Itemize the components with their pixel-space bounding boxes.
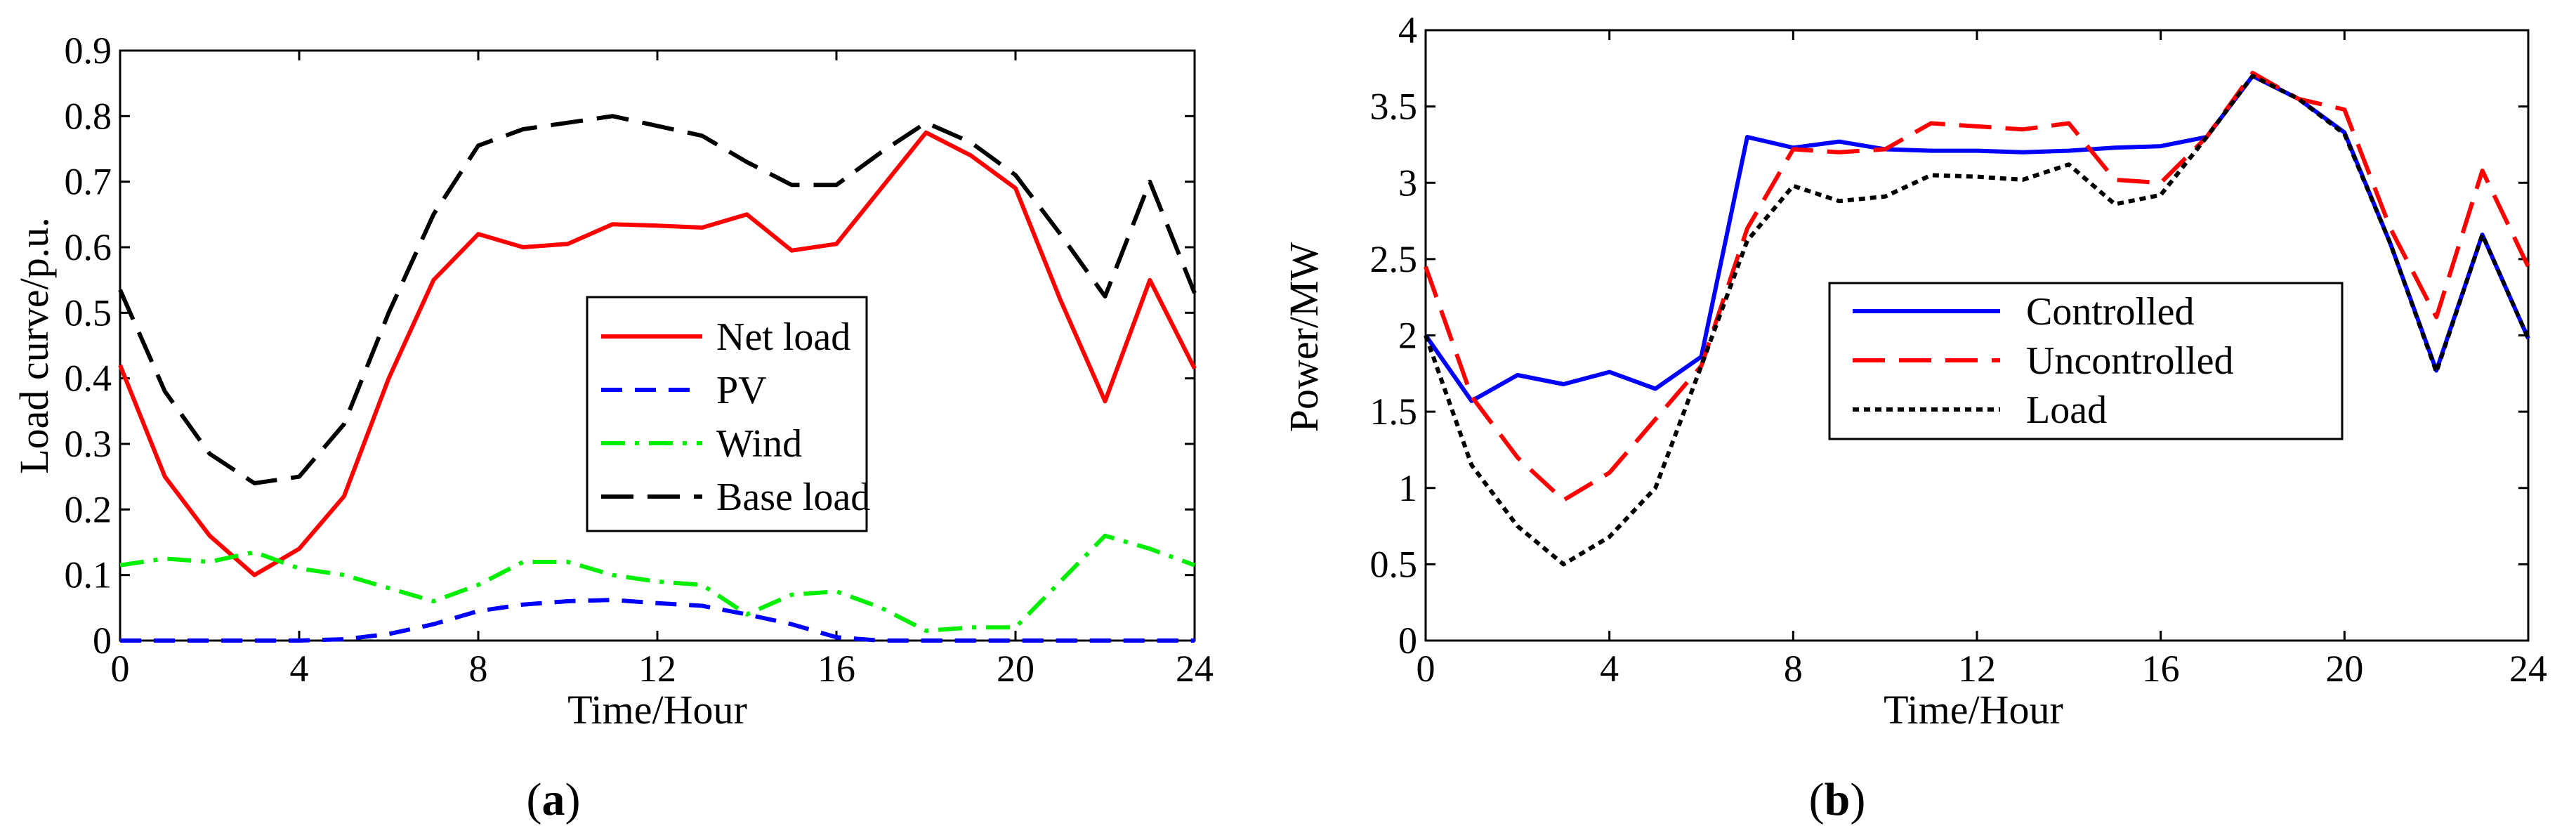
panel-b-y-axis-label: Power/MW	[1281, 242, 1327, 432]
b-series-load-line	[1424, 74, 2530, 567]
panel-b-x-axis-label: Time/Hour	[1884, 687, 2063, 733]
a-y-tick-label: 0.6	[65, 226, 112, 268]
a-y-tick-label: 0.9	[65, 29, 112, 72]
panel-b-caption-letter: b	[1825, 774, 1851, 825]
b-series-uncontrolled-line	[1424, 70, 2530, 503]
b-x-tick-label: 0	[1417, 648, 1435, 690]
a-y-tick-label: 0.3	[65, 423, 112, 465]
a-y-tick-label: 0	[93, 620, 112, 662]
panel-b-series-layer	[1424, 70, 2530, 567]
b-legend-label-load: Load	[2026, 388, 2107, 432]
a-x-tick-label: 8	[469, 648, 488, 690]
a-legend-label-wind: Wind	[716, 422, 802, 466]
panel-a-y-tick-labels: 0 0.1 0.2 0.3 0.4 0.5 0.6 0.7 0.8 0.9	[65, 29, 112, 662]
panel-a-x-axis-label: Time/Hour	[567, 687, 747, 733]
a-x-tick-label: 0	[111, 648, 130, 690]
a-legend-label-base-load: Base load	[716, 476, 870, 519]
a-x-tick-label: 20	[997, 648, 1034, 690]
panel-a-caption-letter: a	[542, 774, 565, 825]
a-x-tick-label: 16	[817, 648, 855, 690]
b-x-tick-label: 8	[1784, 648, 1803, 690]
a-series-net-load-line	[118, 130, 1197, 577]
panel-b-caption: (b)	[1809, 774, 1866, 825]
b-y-tick-label: 1	[1398, 467, 1417, 509]
a-legend-label-net-load: Net load	[716, 315, 850, 359]
a-y-tick-label: 0.7	[65, 161, 112, 203]
b-legend-label-uncontrolled: Uncontrolled	[2026, 339, 2233, 383]
b-legend-label-controlled: Controlled	[2026, 290, 2195, 334]
b-y-tick-label: 2	[1398, 315, 1417, 357]
b-x-tick-label: 20	[2325, 648, 2363, 690]
panel-b-y-tick-labels: 0 0.5 1 1.5 2 2.5 3 3.5 4	[1370, 9, 1418, 662]
panel-a-axis-ticks	[119, 49, 1196, 642]
a-series-pv-line	[120, 598, 1195, 643]
panel-a-caption: (a)	[527, 774, 581, 825]
a-x-tick-label: 4	[290, 648, 309, 690]
b-y-tick-label: 4	[1398, 9, 1417, 51]
a-series-base-load-line	[118, 114, 1197, 485]
b-series-controlled-line	[1424, 74, 2530, 403]
panel-a-series-layer	[118, 114, 1197, 643]
panel-b-chart: 00.511.522.533.54 0 4 8 12 16 20 24 Time/Hour …	[1281, 9, 2547, 825]
a-y-tick-label: 0.8	[65, 95, 112, 137]
a-x-tick-label: 24	[1176, 648, 1214, 690]
panel-a-x-tick-labels: 0 4 8 12 16 20 24	[111, 648, 1214, 690]
panel-b-axis-ticks	[1424, 29, 2530, 642]
a-series-wind-line	[119, 533, 1196, 633]
a-legend-label-pv: PV	[716, 369, 767, 412]
panel-b-legend: Controlled Uncontrolled Load	[1828, 282, 2344, 440]
panel-a-legend: Net load PV Wind Base load	[586, 296, 870, 532]
a-y-tick-label: 0.1	[65, 554, 112, 596]
panel-a-chart: 0 0.1 0.2 0.3 0.4 0.5 0.6 0.7 0.8 0.9 0 4 8 12 16 20 24…	[11, 29, 1214, 825]
b-x-tick-label: 24	[2509, 648, 2547, 690]
b-x-tick-label: 12	[1958, 648, 1996, 690]
b-y-tick-label: 0.5	[1370, 543, 1418, 585]
a-y-tick-label: 0.4	[65, 358, 112, 400]
a-y-tick-label: 0.5	[65, 291, 112, 334]
panel-b-x-tick-labels: 0 4 8 12 16 20 24	[1417, 648, 2548, 690]
panel-a-y-axis-label: Load curve/p.u.	[11, 217, 57, 474]
a-x-tick-label: 12	[638, 648, 676, 690]
b-y-tick-label: 3	[1398, 162, 1417, 204]
b-y-tick-label: 1.5	[1370, 391, 1418, 433]
b-x-tick-label: 4	[1600, 648, 1619, 690]
b-y-tick-label: 2.5	[1370, 238, 1418, 280]
b-x-tick-label: 16	[2142, 648, 2180, 690]
b-y-tick-label: 3.5	[1370, 86, 1418, 128]
b-y-tick-label: 0	[1398, 620, 1417, 662]
a-y-tick-label: 0.2	[65, 488, 112, 530]
